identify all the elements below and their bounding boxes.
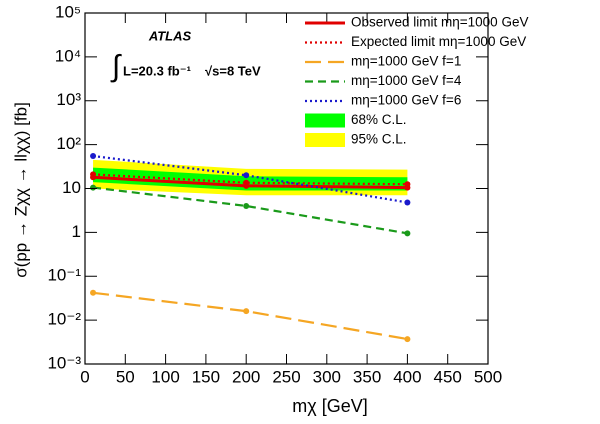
legend-swatch — [305, 113, 345, 128]
x-tick-label: 200 — [232, 367, 260, 386]
integral-sign: ∫ — [110, 50, 122, 83]
y-tick-label: 10 — [62, 178, 81, 197]
x-tick-label: 300 — [313, 367, 341, 386]
x-tick-label: 350 — [353, 367, 381, 386]
y-axis-label: σ(pp → Zχχ → llχχ) [fb] — [11, 102, 30, 278]
series-line — [92, 291, 408, 341]
series-line — [92, 154, 408, 204]
y-tick-label: 10² — [56, 134, 81, 153]
x-tick-label: 250 — [272, 367, 300, 386]
y-tick-label: 10⁻² — [47, 310, 81, 329]
data-point — [404, 336, 411, 343]
x-tick-label: 0 — [80, 367, 89, 386]
luminosity: L=20.3 fb⁻¹ — [123, 63, 191, 78]
series-line — [92, 186, 408, 235]
legend-label: 95% C.L. — [351, 132, 407, 147]
data-point — [90, 171, 97, 178]
x-tick-label: 150 — [192, 367, 220, 386]
series-line — [92, 173, 408, 186]
legend-swatch — [305, 133, 345, 147]
y-tick-label: 1 — [72, 222, 81, 241]
x-axis-label: mχ [GeV] — [292, 396, 367, 416]
data-point — [243, 179, 250, 186]
legend-label: Observed limit mη=1000 GeV — [351, 15, 528, 30]
data-point — [404, 230, 411, 237]
x-tick-label: 500 — [474, 367, 502, 386]
band — [93, 167, 408, 191]
legend-label: mη=1000 GeV f=6 — [351, 93, 461, 108]
x-tick-label: 50 — [116, 367, 135, 386]
legend-label: mη=1000 GeV f=1 — [351, 54, 461, 69]
energy: √s=8 TeV — [205, 63, 261, 78]
atlas-label: ATLAS — [148, 28, 192, 43]
x-tick-label: 100 — [151, 367, 179, 386]
y-tick-label: 10⁻³ — [47, 353, 81, 372]
x-tick-label: 400 — [393, 367, 421, 386]
x-tick-label: 450 — [434, 367, 462, 386]
legend-label: mη=1000 GeV f=4 — [351, 73, 462, 88]
data-point — [404, 199, 411, 206]
data-point — [404, 181, 411, 188]
data-point — [90, 184, 97, 191]
data-point — [90, 289, 97, 296]
data-point — [243, 202, 250, 209]
data-point — [90, 153, 97, 160]
y-tick-label: 10⁴ — [55, 46, 81, 65]
y-tick-label: 10⁵ — [55, 2, 81, 21]
y-tick-label: 10³ — [56, 90, 81, 109]
y-tick-label: 10⁻¹ — [47, 266, 81, 285]
data-point — [243, 172, 250, 179]
legend-label: Expected limit mη=1000 GeV — [351, 34, 526, 49]
data-point — [243, 308, 250, 315]
legend-label: 68% C.L. — [351, 112, 407, 127]
